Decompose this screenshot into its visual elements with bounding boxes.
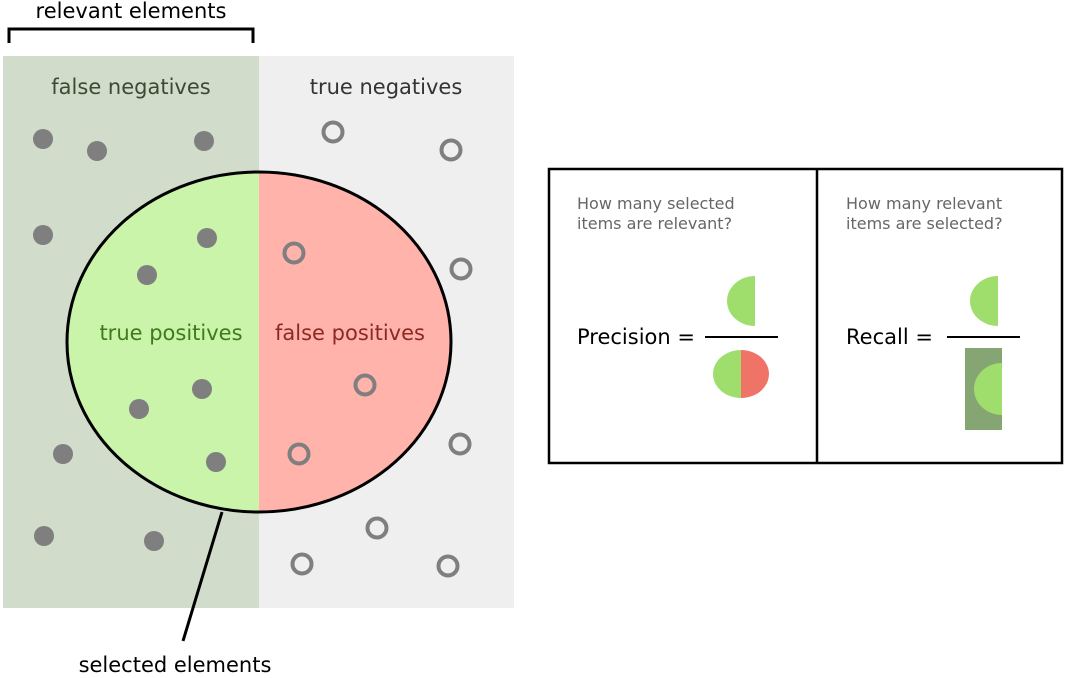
irrelevant-circle (448, 432, 472, 456)
relevant-dot (129, 399, 149, 419)
recall-question-line1: How many relevant (846, 194, 1002, 213)
precision-question-line2: items are relevant? (577, 214, 732, 233)
recall-question-line2: items are selected? (846, 214, 1003, 233)
relevant-dot (144, 531, 164, 551)
relevant-dot (33, 225, 53, 245)
recall-formula-label: Recall = (846, 325, 933, 349)
false-negatives-label: false negatives (51, 75, 210, 99)
true-positives-label: true positives (99, 321, 242, 345)
true-negatives-label: true negatives (310, 75, 463, 99)
precision-question-line1: How many selected (577, 194, 735, 213)
recall-denominator-half (974, 363, 1002, 415)
selected-elements-outline (65, 170, 453, 514)
formula-box (547, 167, 1064, 465)
precision-formula-label: Precision = (577, 325, 695, 349)
irrelevant-circle (287, 442, 311, 466)
relevant-elements-bracket (7, 27, 255, 43)
relevant-dot (53, 444, 73, 464)
false-positives-label: false positives (275, 321, 425, 345)
irrelevant-circle (290, 552, 314, 576)
recall-numerator-half (970, 276, 998, 326)
irrelevant-circle (353, 373, 377, 397)
relevant-dot (87, 141, 107, 161)
precision-numerator-half (727, 276, 755, 326)
relevant-dot (34, 526, 54, 546)
relevant-dot (137, 265, 157, 285)
irrelevant-circle (282, 241, 306, 265)
false-positive-area (259, 172, 451, 512)
relevant-element-dots (33, 129, 226, 551)
selected-elements-pointer (181, 511, 224, 642)
irrelevant-circle (365, 516, 389, 540)
precision-denominator-green-half (713, 350, 741, 398)
irrelevant-circle (436, 554, 460, 578)
irrelevant-circle (321, 120, 345, 144)
irrelevant-element-circles (282, 120, 473, 578)
relevant-dot (33, 129, 53, 149)
true-positive-area (67, 172, 259, 512)
relevant-dot (194, 131, 214, 151)
relevant-dot (206, 452, 226, 472)
relevant-elements-label: relevant elements (36, 0, 227, 23)
selected-elements-label: selected elements (79, 653, 272, 677)
irrelevant-circle (439, 138, 463, 162)
relevant-dot (197, 228, 217, 248)
precision-denominator-red-half (741, 350, 769, 398)
irrelevant-circle (449, 257, 473, 281)
relevant-dot (192, 379, 212, 399)
